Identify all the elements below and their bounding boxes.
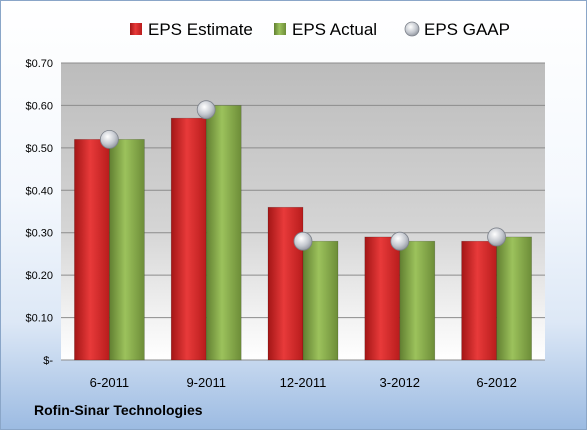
legend: EPS Estimate EPS Actual EPS GAAP: [130, 20, 510, 39]
legend-label: EPS GAAP: [424, 20, 510, 39]
y-tick-label: $0.40: [25, 185, 53, 197]
bar-eps-actual: [109, 139, 145, 361]
x-tick-label: 12-2011: [280, 375, 327, 390]
bar-eps-actual: [205, 105, 242, 361]
y-tick-label: $0.70: [25, 58, 53, 70]
legend-label: EPS Estimate: [148, 20, 253, 39]
y-tick-label: $0.50: [25, 143, 53, 155]
marker-eps-gaap: [487, 227, 507, 247]
y-axis: $- $0.10 $0.20 $0.30 $0.40 $0.50 $0.60 $0.70: [25, 58, 53, 367]
marker-eps-gaap: [293, 231, 313, 251]
gaap-markers: [100, 100, 507, 251]
y-tick-label: $0.10: [25, 313, 53, 325]
x-tick-label: 6-2012: [476, 375, 516, 390]
marker-eps-gaap: [196, 100, 216, 120]
bar-eps-estimate: [74, 139, 110, 361]
y-tick-label: $0.60: [25, 100, 53, 112]
bar-eps-actual: [496, 236, 532, 361]
bar-eps-estimate: [267, 206, 304, 361]
marker-eps-gaap: [390, 231, 410, 251]
marker-eps-gaap: [100, 129, 119, 149]
legend-label: EPS Actual: [292, 20, 377, 39]
bar-eps-estimate: [461, 240, 497, 361]
bar-eps-estimate: [364, 236, 401, 361]
x-tick-label: 6-2011: [90, 375, 130, 390]
legend-swatch: [274, 23, 286, 35]
bars: [74, 105, 532, 361]
y-tick-label: $0.30: [25, 228, 53, 240]
company-name: Rofin-Sinar Technologies: [34, 402, 203, 418]
legend-swatch: [130, 23, 142, 35]
bar-eps-estimate: [170, 117, 207, 361]
bar-eps-actual: [302, 240, 339, 361]
bar-eps-actual: [399, 240, 436, 361]
x-tick-label: 3-2012: [380, 375, 420, 390]
x-axis: 6-2011 9-2011 12-2011 3-2012 6-2012: [90, 375, 517, 390]
legend-swatch: [404, 21, 420, 37]
y-tick-label: $0.20: [25, 270, 53, 282]
x-tick-label: 9-2011: [186, 375, 226, 390]
y-tick-label: $-: [43, 355, 53, 367]
